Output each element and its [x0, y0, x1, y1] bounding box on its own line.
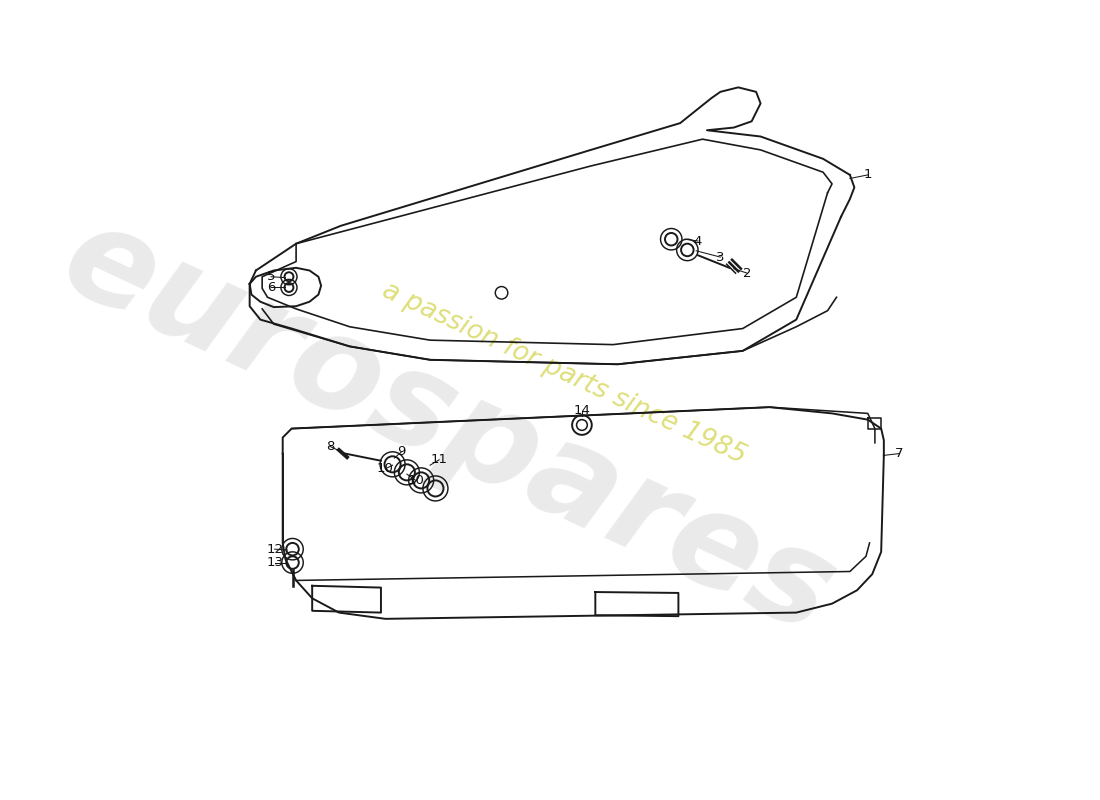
Text: 10: 10	[377, 462, 394, 475]
Text: 1: 1	[864, 169, 872, 182]
Text: 5: 5	[267, 270, 275, 283]
Text: 6: 6	[267, 281, 275, 294]
Text: 3: 3	[716, 250, 725, 263]
Text: a passion for parts since 1985: a passion for parts since 1985	[378, 278, 750, 469]
Text: 2: 2	[742, 266, 751, 280]
Text: eurospares: eurospares	[43, 193, 854, 661]
Text: 9: 9	[397, 446, 406, 458]
Text: 8: 8	[326, 440, 334, 453]
Text: 4: 4	[694, 234, 702, 247]
Text: 7: 7	[894, 447, 903, 460]
Text: 10: 10	[407, 474, 425, 487]
Text: 14: 14	[573, 404, 591, 418]
Text: 12: 12	[266, 542, 283, 556]
Text: 11: 11	[430, 454, 448, 466]
Text: 13: 13	[266, 556, 283, 569]
